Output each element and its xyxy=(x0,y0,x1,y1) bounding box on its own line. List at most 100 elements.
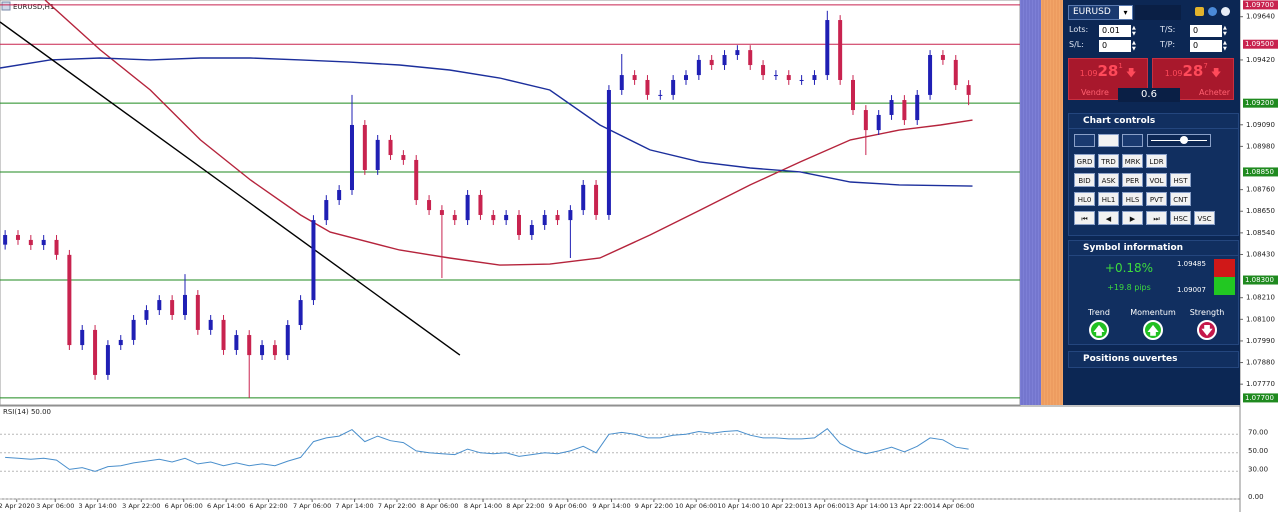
y-tick-label: 1.08980 xyxy=(1246,142,1275,150)
nav-button[interactable]: ⏮ xyxy=(1074,211,1095,225)
day-high: 1.09485 xyxy=(1177,260,1206,268)
field-input[interactable]: 0 xyxy=(1190,25,1222,37)
candle-body xyxy=(170,300,175,315)
control-button[interactable]: HSC xyxy=(1170,211,1191,225)
control-button[interactable]: TRD xyxy=(1098,154,1119,168)
field-input[interactable]: 0.01 xyxy=(1099,25,1131,37)
positions-section[interactable]: Positions ouvertes xyxy=(1068,351,1239,368)
x-tick-label: 13 Apr 14:00 xyxy=(846,502,888,510)
level-tag xyxy=(1243,0,1278,10)
symbol-select[interactable]: EURUSD ▾ xyxy=(1068,5,1133,20)
y-tick-label: 1.08430 xyxy=(1246,250,1275,258)
price-quote: 1.09287 🡇 xyxy=(1153,62,1233,83)
pips: +19.8 pips xyxy=(1107,283,1151,292)
spinner: ▲ ▼ xyxy=(1223,25,1227,37)
candle-body xyxy=(825,20,830,76)
field-input[interactable]: 0 xyxy=(1099,40,1131,52)
icon-info[interactable] xyxy=(1221,7,1230,16)
y-tick-label: 1.08210 xyxy=(1246,294,1275,302)
candle-body xyxy=(15,235,20,240)
x-tick-label: 10 Apr 06:00 xyxy=(675,502,717,510)
price-big: 28 xyxy=(1097,62,1119,80)
candle-body xyxy=(683,75,688,80)
field-input[interactable]: 0 xyxy=(1190,40,1222,52)
candle-body xyxy=(375,139,380,170)
candle-body xyxy=(953,59,958,86)
control-button[interactable]: VOL xyxy=(1146,173,1167,187)
icon-button[interactable] xyxy=(1074,134,1095,147)
button-label: Acheter xyxy=(1199,88,1231,97)
field-label: T/P: xyxy=(1160,40,1176,49)
indicator-icon: 🡅 xyxy=(1143,320,1163,340)
field-label: Lots: xyxy=(1069,25,1089,34)
price-suffix: 7 xyxy=(1203,62,1208,70)
section-title: Symbol information xyxy=(1083,243,1184,253)
control-button[interactable]: LDR xyxy=(1146,154,1167,168)
search-box[interactable] xyxy=(1135,5,1181,20)
control-button[interactable]: GRD xyxy=(1074,154,1095,168)
candle-body xyxy=(529,225,534,236)
candle-body xyxy=(709,59,714,66)
icon-button[interactable] xyxy=(1098,134,1119,147)
arrow-icon: 🡇 xyxy=(1122,68,1137,79)
x-tick-label: 6 Apr 14:00 xyxy=(207,502,245,510)
candle-body xyxy=(414,159,419,201)
control-button[interactable]: HL0 xyxy=(1074,192,1095,206)
control-button[interactable]: HL1 xyxy=(1098,192,1119,206)
x-tick-label: 7 Apr 22:00 xyxy=(378,502,416,510)
y-tick-label: 1.08650 xyxy=(1246,207,1275,215)
control-button[interactable]: HST xyxy=(1170,173,1191,187)
nav-button[interactable]: ◀ xyxy=(1098,211,1119,225)
level-tag xyxy=(1243,167,1278,177)
icon-settings[interactable] xyxy=(1208,7,1217,16)
icon-copy[interactable] xyxy=(1195,7,1204,16)
candle-body xyxy=(594,184,599,215)
buy-button[interactable]: 1.09287 🡇 Acheter xyxy=(1152,58,1234,100)
y-tick-label: 1.09090 xyxy=(1246,121,1275,129)
control-button[interactable]: PER xyxy=(1122,173,1143,187)
candle-body xyxy=(105,345,110,375)
candle-body xyxy=(427,200,432,211)
candle-body xyxy=(850,79,855,111)
nav-button[interactable]: ⏭ xyxy=(1146,211,1167,225)
x-tick-label: 13 Apr 22:00 xyxy=(890,502,932,510)
rsi-tick-label: 30.00 xyxy=(1248,465,1268,473)
symbol: EURUSD xyxy=(1073,7,1111,17)
control-button[interactable]: MRK xyxy=(1122,154,1143,168)
control-button[interactable]: CNT xyxy=(1170,192,1191,206)
price-pane xyxy=(0,0,1021,406)
session-stripes xyxy=(1020,0,1063,405)
candle-body xyxy=(606,90,611,215)
indicator-label: Trend xyxy=(1088,308,1110,317)
icon-button[interactable] xyxy=(1122,134,1143,147)
candle-body xyxy=(195,294,200,330)
level-label: 1.09700 xyxy=(1245,1,1274,9)
candle-body xyxy=(285,325,290,356)
spinner: ▲ ▼ xyxy=(1132,25,1136,37)
candle-body xyxy=(93,329,98,375)
y-tick-label: 1.07880 xyxy=(1246,359,1275,367)
x-tick-label: 7 Apr 06:00 xyxy=(293,502,331,510)
x-tick-label: 6 Apr 22:00 xyxy=(249,502,287,510)
day-low: 1.09007 xyxy=(1177,286,1206,294)
y-tick-label: 1.09420 xyxy=(1246,56,1275,64)
candle-body xyxy=(928,55,933,95)
control-button[interactable]: PVT xyxy=(1146,192,1167,206)
control-button[interactable]: HLS xyxy=(1122,192,1143,206)
spinner: ▲ ▼ xyxy=(1132,40,1136,52)
nav-button[interactable]: ▶ xyxy=(1122,211,1143,225)
y-tick-label: 1.09640 xyxy=(1246,13,1275,21)
candle-body xyxy=(439,210,444,215)
section-header: Chart controls xyxy=(1069,114,1238,129)
control-button[interactable]: BID xyxy=(1074,173,1095,187)
control-button[interactable]: VSC xyxy=(1194,211,1215,225)
candle-body xyxy=(748,50,753,66)
x-tick-label: 8 Apr 14:00 xyxy=(464,502,502,510)
button-label: Vendre xyxy=(1081,88,1109,97)
candle-body xyxy=(324,200,329,221)
rsi-line xyxy=(5,428,969,472)
candle-body xyxy=(671,79,676,95)
control-button[interactable]: ASK xyxy=(1098,173,1119,187)
candle-body xyxy=(311,220,316,301)
x-tick-label: 3 Apr 14:00 xyxy=(79,502,117,510)
